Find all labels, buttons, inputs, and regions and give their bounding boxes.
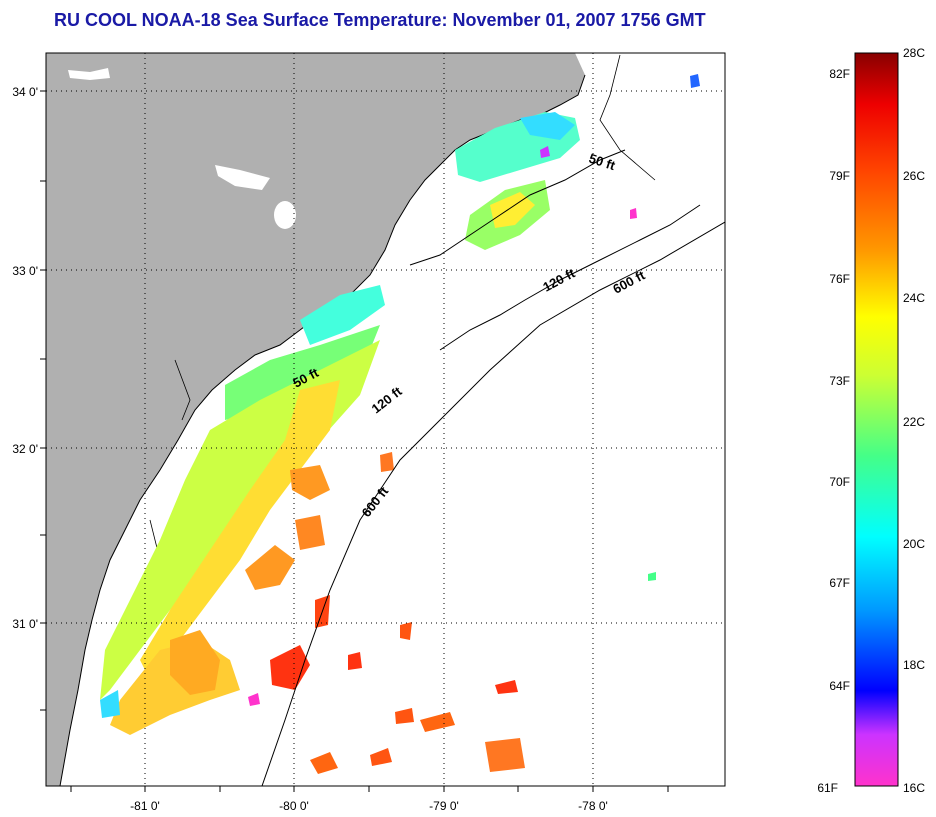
map-frame xyxy=(45,52,726,787)
lat-label-32: 32 0' xyxy=(12,442,38,456)
land-mass xyxy=(46,53,585,786)
lon-label-80: -80 0' xyxy=(279,799,309,813)
graticule xyxy=(46,53,725,786)
colorbar-c-label: 22C xyxy=(903,415,925,429)
colorbar-f-label: 73F xyxy=(829,374,850,388)
colorbar-c-label: 20C xyxy=(903,537,925,551)
colorbar-f-label: 70F xyxy=(829,475,850,489)
chart-title: RU COOL NOAA-18 Sea Surface Temperature:… xyxy=(54,10,706,30)
lon-label-78: -78 0' xyxy=(578,799,608,813)
lat-label-33: 33 0' xyxy=(12,264,38,278)
colorbar-f-label: 76F xyxy=(829,272,850,286)
colorbar xyxy=(854,52,899,787)
lat-label-34: 34 0' xyxy=(12,85,38,99)
colorbar-f-label: 64F xyxy=(829,679,850,693)
colorbar-c-label: 16C xyxy=(903,781,925,795)
colorbar-c-label: 18C xyxy=(903,658,925,672)
lon-label-79: -79 0' xyxy=(429,799,459,813)
colorbar-f-label: 79F xyxy=(829,169,850,183)
colorbar-c-label: 28C xyxy=(903,46,925,60)
colorbar-f-label: 67F xyxy=(829,576,850,590)
lon-label-81: -81 0' xyxy=(130,799,160,813)
colorbar-f-label: 82F xyxy=(829,67,850,81)
colorbar-c-label: 24C xyxy=(903,291,925,305)
sst-data xyxy=(100,74,700,774)
map-area xyxy=(46,53,725,786)
lat-label-31: 31 0' xyxy=(12,617,38,631)
colorbar-f-label: 61F xyxy=(817,781,838,795)
colorbar-c-label: 26C xyxy=(903,169,925,183)
